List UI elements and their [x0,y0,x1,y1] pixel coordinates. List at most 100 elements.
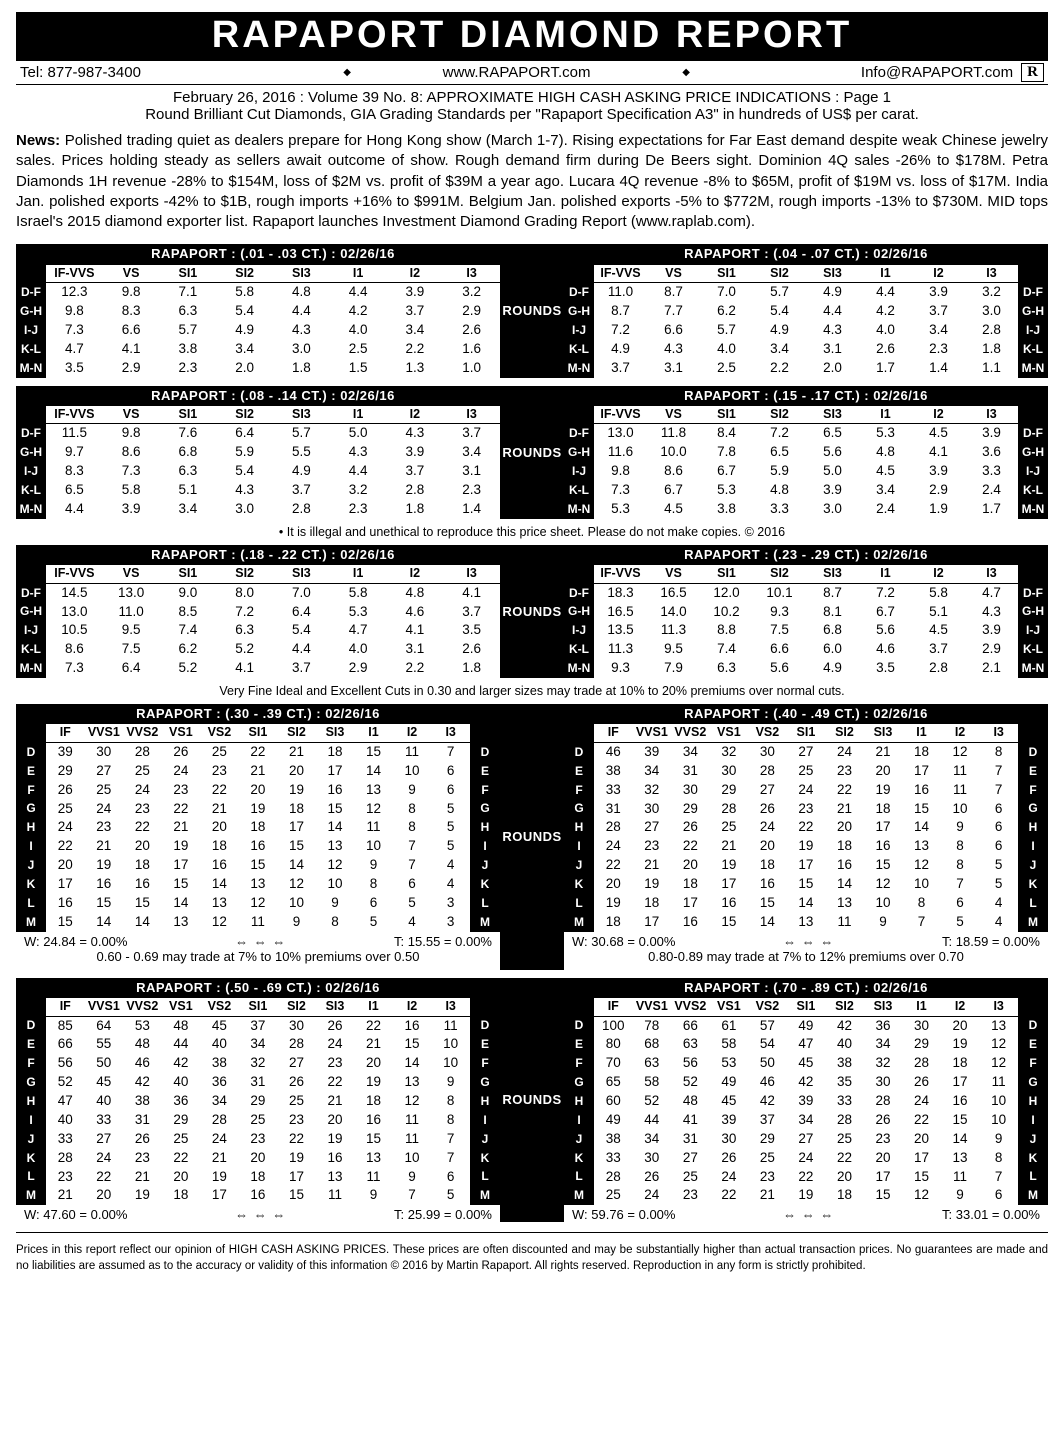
price-cell: 10 [354,837,393,856]
price-cell: 7 [431,1130,470,1149]
table-row: D8564534845373026221611D [16,1016,500,1035]
row-label-right: E [1018,1035,1048,1054]
col-header: I1 [354,724,393,742]
price-cell: 25 [825,1130,864,1149]
price-cell: 7.6 [160,424,217,443]
row-label: D [16,1016,46,1035]
price-cell: 4 [393,913,432,932]
price-cell: 9 [316,894,355,913]
price-cell: 7.0 [700,283,753,302]
price-cell: 11.8 [647,424,700,443]
table-row: M-N7.36.45.24.13.72.92.21.8 [16,659,500,678]
price-cell: 15 [277,1186,316,1205]
price-cell: 30 [748,742,787,761]
price-cell: 28 [864,1092,903,1111]
price-cell: 10 [902,875,941,894]
row-label: F [564,781,594,800]
price-cell: 26 [277,1073,316,1092]
price-cell: 22 [671,837,710,856]
price-cell: 34 [671,742,710,761]
price-cell: 22 [123,818,162,837]
price-cell: 5.3 [594,500,647,519]
table-row: I-J7.36.65.74.94.34.03.42.6 [16,321,500,340]
price-cell: 4.0 [330,640,387,659]
row-label-right: M [1018,1186,1048,1205]
row-label: D-F [16,283,46,302]
row-label-right: K [470,1149,500,1168]
price-cell: 21 [316,1092,355,1111]
table-row: M-N5.34.53.83.33.02.41.91.7M-N [564,500,1048,519]
price-cell: 8 [393,818,432,837]
price-cell: 21 [85,837,124,856]
price-cell: 9 [941,1186,980,1205]
price-cell: 26 [748,800,787,819]
price-cell: 31 [594,800,633,819]
price-cell: 4.6 [387,603,444,622]
price-cell: 36 [162,1092,201,1111]
price-table: RAPAPORT : (.40 - .49 CT.) : 02/26/16IFV… [564,704,1048,932]
table-title: RAPAPORT : (.23 - .29 CT.) : 02/26/16 [594,545,1018,565]
price-cell: 22 [316,1073,355,1092]
price-cell: 10 [431,1054,470,1073]
row-label: K-L [564,481,594,500]
price-cell: 46 [123,1054,162,1073]
price-cell: 15 [787,875,826,894]
price-cell: 10.2 [700,603,753,622]
premium-note: 0.80-0.89 may trade at 7% to 12% premium… [564,949,1048,964]
price-cell: 22 [85,1168,124,1187]
col-header: IF-VVS [594,265,647,283]
price-cell: 1.3 [387,359,444,378]
price-cell: 18 [864,800,903,819]
price-cell: 21 [200,800,239,819]
price-cell: 5.7 [753,283,806,302]
col-header: SI1 [160,265,217,283]
row-label: D-F [16,424,46,443]
stat-w: W: 30.68 = 0.00% [572,934,675,949]
price-cell: 3.0 [965,302,1018,321]
price-cell: 24 [787,781,826,800]
price-cell: 30 [710,762,749,781]
price-cell: 11.6 [594,443,647,462]
price-cell: 4.3 [387,424,444,443]
price-cell: 56 [671,1054,710,1073]
price-cell: 9 [393,781,432,800]
price-cell: 2.8 [273,500,330,519]
col-header: VS [647,406,700,424]
price-cell: 7.2 [859,583,912,602]
table-row: M-N4.43.93.43.02.82.31.81.4 [16,500,500,519]
price-cell: 24 [162,762,201,781]
price-cell: 1.4 [912,359,965,378]
price-cell: 25 [162,1130,201,1149]
col-header: SI1 [239,998,278,1016]
table-pair: RAPAPORT : (.18 - .22 CT.) : 02/26/16IF-… [16,545,1048,678]
price-cell: 23 [825,762,864,781]
col-header: SI2 [216,265,273,283]
price-cell: 7.7 [647,302,700,321]
row-label: M-N [564,359,594,378]
price-cell: 38 [123,1092,162,1111]
row-label: G [16,1073,46,1092]
price-cell: 10 [979,1092,1018,1111]
price-cell: 7.8 [700,443,753,462]
price-cell: 56 [46,1054,85,1073]
price-cell: 6.4 [216,424,273,443]
col-header: SI2 [216,406,273,424]
price-cell: 37 [239,1016,278,1035]
price-cell: 3.9 [387,443,444,462]
table-row: L1918171615141310864L [564,894,1048,913]
row-label: F [16,1054,46,1073]
table-row: M2120191817161511975M [16,1186,500,1205]
price-cell: 5.1 [912,603,965,622]
price-cell: 16 [354,1111,393,1130]
price-cell: 4.8 [859,443,912,462]
price-cell: 39 [710,1111,749,1130]
row-label-right: I-J [1018,462,1048,481]
price-cell: 4.4 [273,302,330,321]
price-cell: 38 [825,1054,864,1073]
price-cell: 8 [979,742,1018,761]
row-label: L [16,894,46,913]
price-table: RAPAPORT : (.50 - .69 CT.) : 02/26/16IFV… [16,978,500,1206]
price-cell: 29 [748,1130,787,1149]
row-label: D [564,742,594,761]
price-cell: 16 [748,875,787,894]
